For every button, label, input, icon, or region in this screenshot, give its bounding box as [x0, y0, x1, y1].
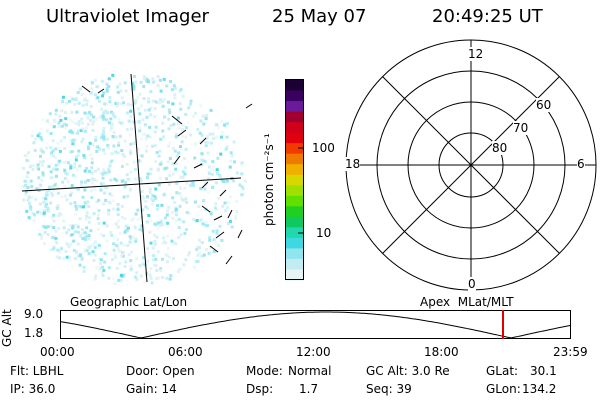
geographic-grid-ticks: [81, 85, 253, 265]
color-scale-gradient: [286, 80, 303, 281]
color-scale-label-10: 10: [316, 226, 332, 240]
mode-key: Mode:: [246, 364, 283, 378]
sequence-status: Seq: 39: [366, 382, 412, 396]
ip-status: IP: 36.0: [10, 382, 56, 396]
color-scale-unit-label: photon cm⁻²s⁻¹: [262, 133, 276, 226]
time-label: 20:49:25 UT: [432, 6, 543, 27]
mlt-label-right: 6: [577, 157, 585, 171]
dsp-key: Dsp:: [246, 382, 274, 396]
altitude-axis-label: GC Alt: [0, 309, 14, 347]
mlat-label-80: 80: [492, 141, 508, 155]
glat-value: 30.1: [530, 364, 557, 378]
date-label: 25 May 07: [272, 6, 367, 27]
mode-value: Normal: [288, 364, 332, 378]
mlat-label-60: 60: [536, 98, 552, 112]
geographic-longitude-line: [130, 73, 148, 283]
dsp-value: 1.7: [299, 382, 319, 396]
mlt-line-diagonal-2: [382, 76, 560, 254]
color-scale-bar: [285, 79, 304, 281]
time-tick-0600: 06:00: [168, 345, 203, 359]
uv-image-panel: [21, 73, 253, 286]
mlat-label-70: 70: [513, 121, 529, 135]
polar-grid-panel: [345, 39, 597, 291]
mlt-label-bottom: 0: [468, 277, 476, 291]
time-tick-1200: 12:00: [296, 345, 331, 359]
glat-key: GLat:: [486, 364, 519, 378]
time-tick-0000: 00:00: [40, 345, 75, 359]
orbit-altitude-curve: [60, 311, 571, 339]
mlt-label-top: 12: [468, 47, 484, 61]
polar-panel-caption: Apex MLat/MLT: [420, 295, 514, 309]
time-tick-2359: 23:59: [553, 345, 588, 359]
color-scale-frame: [285, 79, 304, 280]
door-status: Door: Open: [126, 364, 195, 378]
gc-alt-status: GC Alt: 3.0 Re: [366, 364, 450, 378]
color-scale-label-100: 100: [312, 141, 335, 155]
image-panel-caption: Geographic Lat/Lon: [70, 295, 188, 309]
altitude-strip-plot: [60, 310, 571, 339]
filter-status: Flt: LBHL: [10, 364, 64, 378]
geographic-latitude-line: [21, 177, 242, 192]
altitude-strip-frame: [60, 310, 571, 339]
altitude-tick-max: 9.0: [24, 307, 44, 321]
uv-emission-speckles: [21, 73, 247, 286]
mlt-label-left: 18: [345, 157, 361, 171]
glon-key: GLon:: [486, 382, 521, 396]
glon-value: 134.2: [522, 382, 557, 396]
time-tick-1800: 18:00: [424, 345, 459, 359]
instrument-title: Ultraviolet Imager: [46, 6, 209, 27]
gain-status: Gain: 14: [126, 382, 177, 396]
altitude-tick-min: 1.8: [24, 326, 44, 340]
